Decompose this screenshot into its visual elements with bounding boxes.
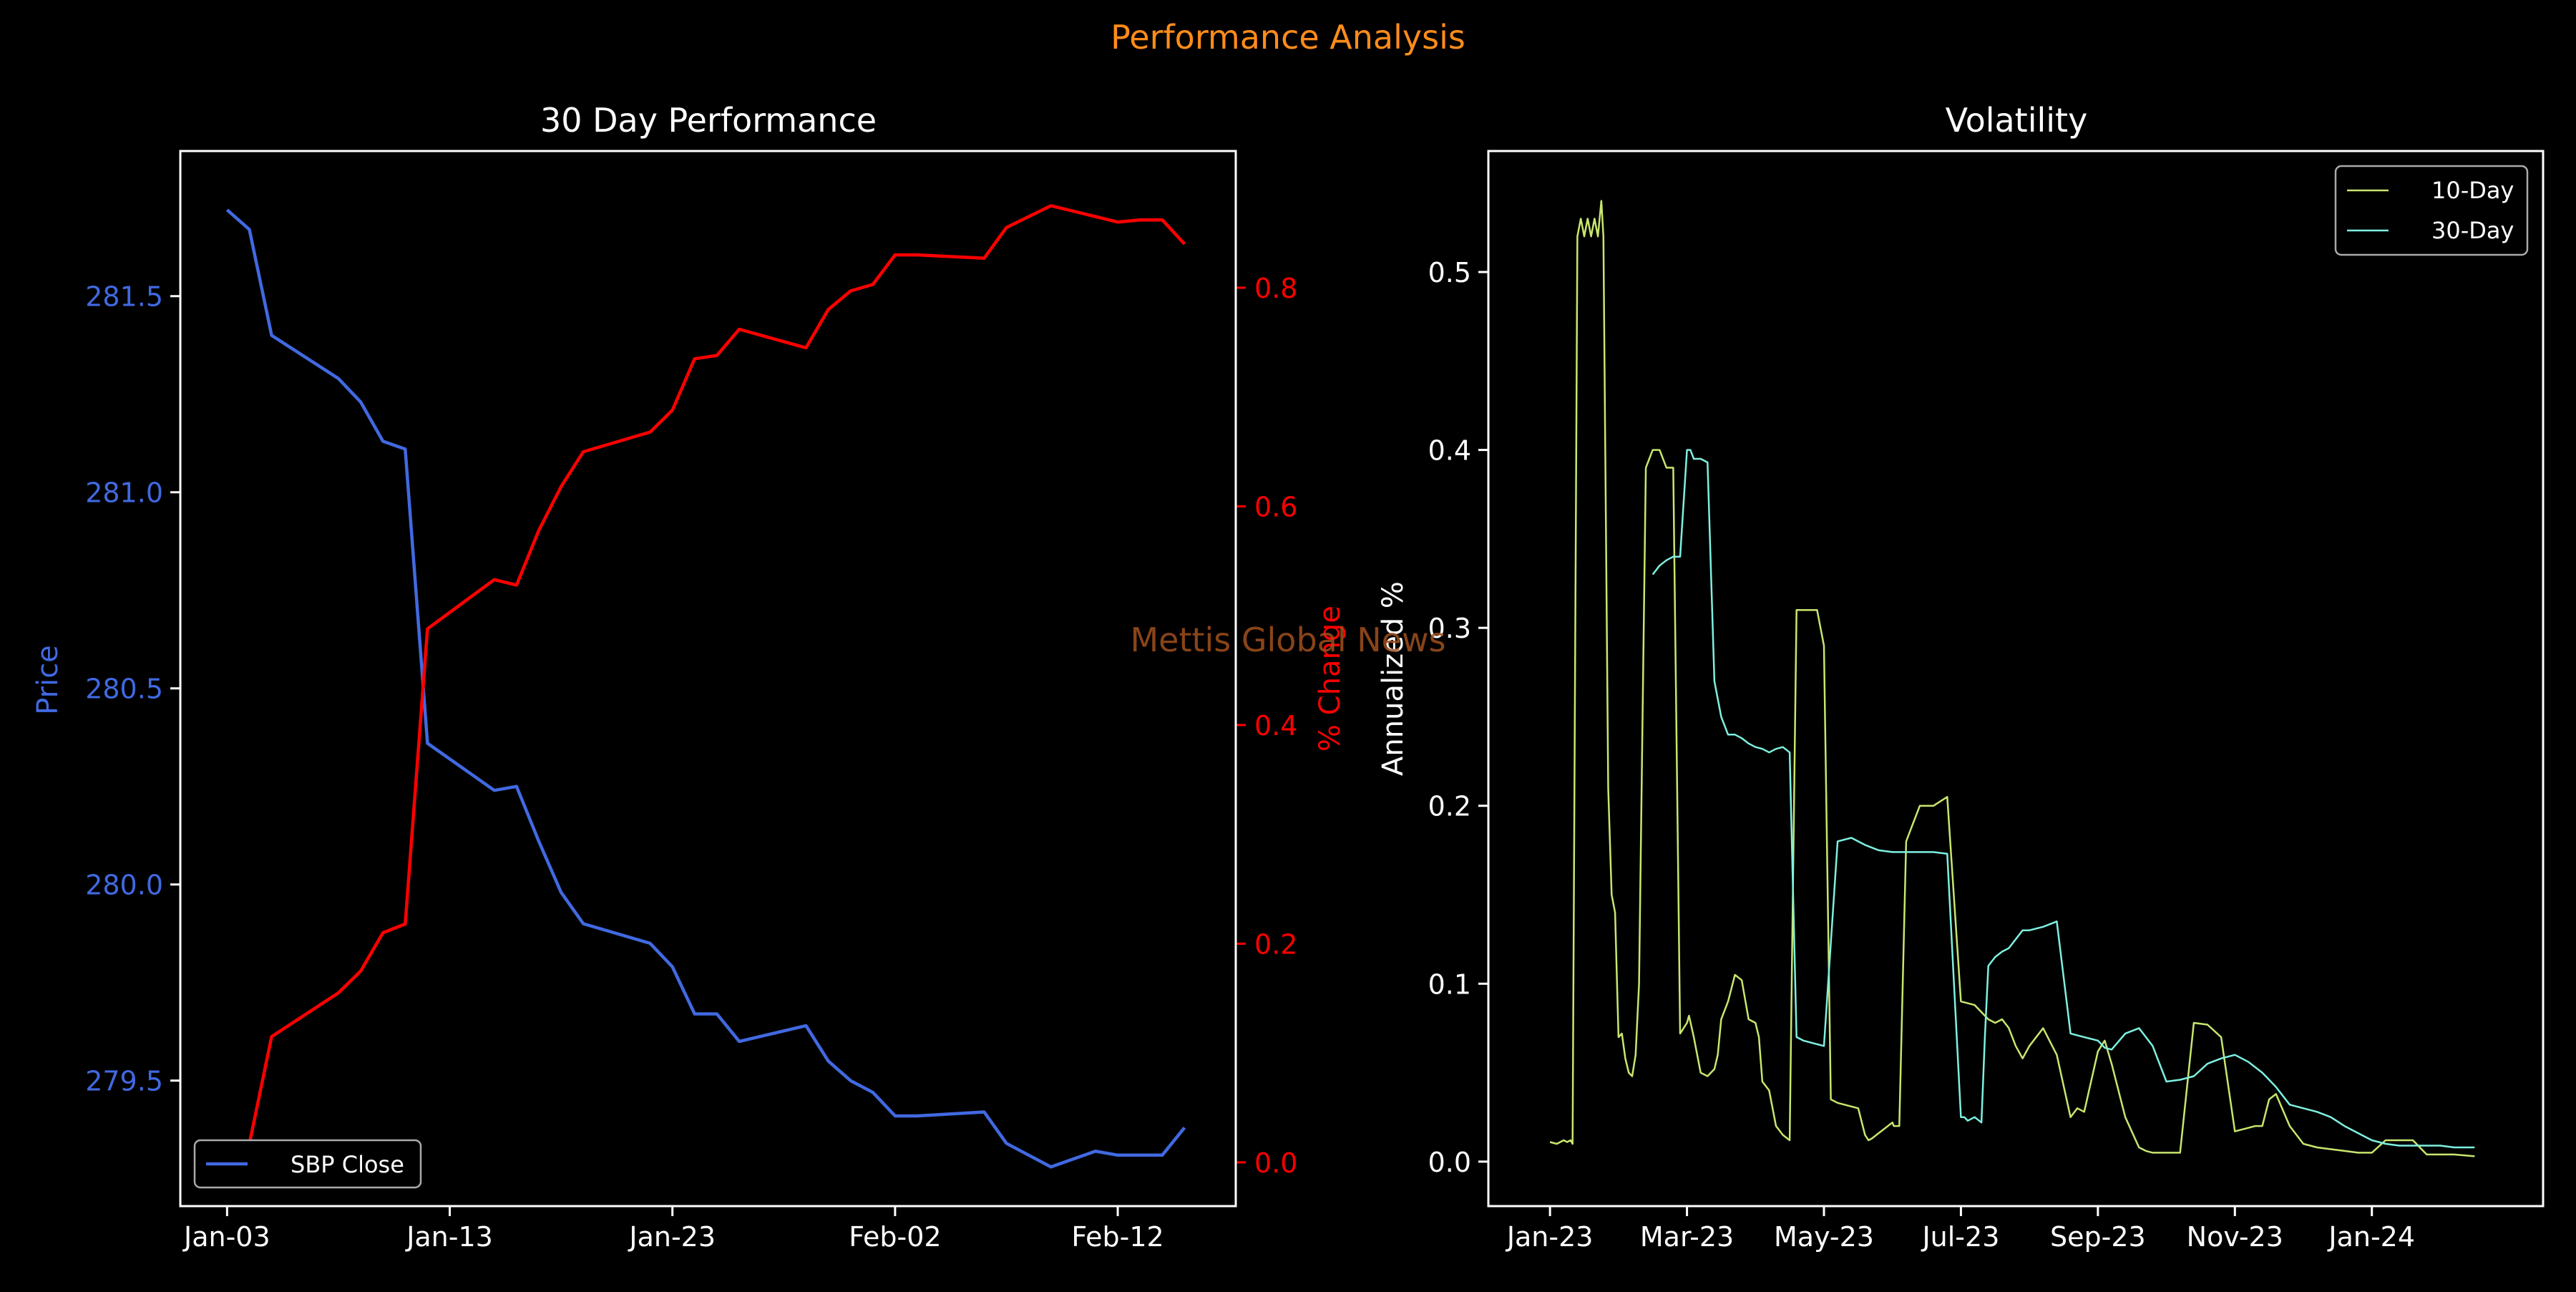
volatility-x-tick-label-jul-23: Jul-23 [1921,1221,1999,1253]
volatility-series-line-30-day [1652,449,2475,1149]
performance-pct-axis: 0.0 0.2 0.4 0.6 0.8 [1236,273,1297,1179]
volatility-y-axis: 0.0 0.1 0.2 0.3 0.4 0.5 [1428,257,1488,1178]
performance-pct-tick-label-0-0: 0.0 [1254,1147,1297,1179]
volatility-x-tick-label-may-23: May-23 [1774,1221,1874,1253]
volatility-x-tick-label-jan-24: Jan-24 [2327,1221,2415,1253]
volatility-chart-title: Volatility [1946,101,2088,140]
volatility-y-tick-label-0-1: 0.1 [1428,968,1471,1000]
performance-price-axis: 279.5 280.0 280.5 281.0 281.5 [85,281,180,1097]
volatility-legend-label-30-day: 30-Day [2431,217,2514,244]
volatility-series-line-10-day [1549,200,2475,1157]
volatility-legend-label-10-day: 10-Day [2431,177,2514,204]
performance-legend: SBP Close [193,1139,422,1189]
performance-price-tick-label-280-5: 280.5 [85,674,163,705]
volatility-y-tick-label-0-3: 0.3 [1428,613,1471,644]
volatility-y-axis-label: Annualized % [1377,581,1410,776]
performance-series [225,204,1186,1169]
performance-price-axis-label: Price [31,645,64,715]
performance-price-tick-label-281-0: 281.0 [85,477,163,509]
volatility-y-tick-label-0-0: 0.0 [1428,1147,1471,1178]
performance-chart-title: 30 Day Performance [540,101,877,140]
performance-pct-tick-label-0-8: 0.8 [1254,273,1297,304]
performance-x-axis: Jan-03 Jan-13 Jan-23 Feb-02 Feb-12 [182,1206,1164,1253]
performance-pct-tick-label-0-4: 0.4 [1254,710,1297,742]
figure-suptitle: Performance Analysis [1111,18,1465,57]
volatility-x-tick-label-jan-23: Jan-23 [1506,1221,1594,1253]
performance-price-tick-label-281-5: 281.5 [85,281,163,313]
volatility-series [1549,200,2475,1157]
performance-series-line-sbp-close [225,208,1186,1169]
volatility-plot-frame [1487,150,2545,1208]
performance-price-tick-label-280-0: 280.0 [85,870,163,901]
volatility-x-tick-label-mar-23: Mar-23 [1640,1221,1734,1253]
volatility-x-tick-label-sep-23: Sep-23 [2050,1221,2146,1253]
volatility-legend: 10-Day 30-Day [2334,165,2529,256]
volatility-chart: Volatility Jan-23 Mar-23 May-23 Jul-23 Sep-2… [1377,101,2545,1253]
performance-x-tick-label-feb-12: Feb-12 [1071,1221,1163,1253]
performance-pct-tick-label-0-2: 0.2 [1254,928,1297,960]
volatility-y-tick-label-0-5: 0.5 [1428,257,1471,288]
performance-x-tick-label-jan-23: Jan-23 [628,1221,716,1253]
performance-plot-frame [179,150,1237,1208]
performance-legend-label-sbp-close: SBP Close [291,1151,404,1178]
volatility-y-tick-label-0-4: 0.4 [1428,435,1471,467]
performance-chart: 30 Day Performance Jan-03 Jan-13 Jan-23 Feb… [31,101,1347,1253]
volatility-y-tick-label-0-2: 0.2 [1428,791,1471,822]
volatility-legend-box [2334,165,2529,256]
volatility-x-tick-label-nov-23: Nov-23 [2187,1221,2283,1253]
performance-pct-tick-label-0-6: 0.6 [1254,491,1297,523]
performance-price-tick-label-279-5: 279.5 [85,1066,163,1097]
volatility-x-axis: Jan-23 Mar-23 May-23 Jul-23 Sep-23 Nov-23 Jan-… [1506,1206,2415,1253]
performance-series-line-change [225,204,1186,1164]
performance-pct-axis-label: % Change [1314,606,1347,752]
performance-x-tick-label-jan-03: Jan-03 [182,1221,270,1253]
performance-x-tick-label-jan-13: Jan-13 [405,1221,493,1253]
performance-x-tick-label-feb-02: Feb-02 [849,1221,941,1253]
watermark: Mettis Global News [1130,621,1445,659]
performance-legend-box [193,1139,422,1189]
